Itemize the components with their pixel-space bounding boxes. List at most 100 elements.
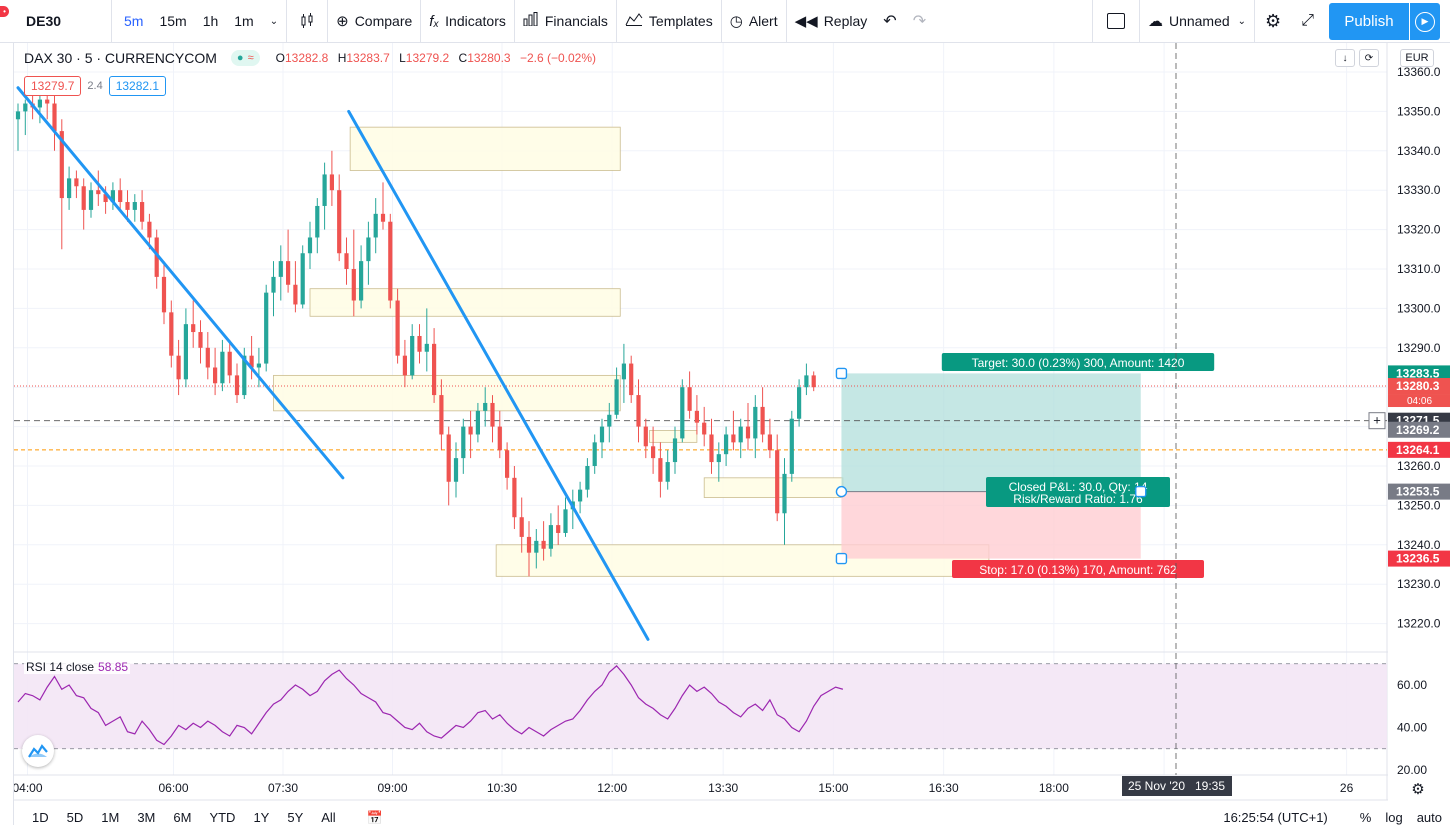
candle-body	[154, 237, 159, 277]
interval-dropdown-chevron-icon[interactable]: ⌄	[269, 15, 279, 27]
timezone-clock[interactable]: 16:25:54 (UTC+1)	[1223, 810, 1328, 825]
candle-body	[74, 178, 79, 187]
trendlines[interactable]	[16, 86, 650, 641]
rsi-legend[interactable]: RSI 14 close 58.85	[24, 660, 131, 674]
replay-button[interactable]: ◀◀ Replay	[794, 13, 868, 30]
candle-body	[636, 395, 641, 427]
indicators-button[interactable]: fₓ Indicators	[429, 12, 506, 30]
candle-body	[753, 406, 758, 439]
notification-badge[interactable]: •	[0, 6, 9, 17]
range-1m-button[interactable]: 1M	[101, 810, 120, 825]
rsi-tick-label: 20.00	[1397, 763, 1427, 777]
financials-button[interactable]: Financials	[515, 0, 616, 43]
templates-button[interactable]: Templates	[617, 0, 721, 43]
scroll-down-arrow-icon[interactable]: ↓	[1335, 49, 1355, 67]
range-5d-button[interactable]: 5D	[66, 810, 84, 825]
series-legend[interactable]: DAX 30 · 5 · CURRENCYCOM ● ≈ O13282.8 H13…	[24, 50, 602, 66]
interval-1h-button[interactable]: 1h	[202, 13, 219, 29]
position-handle	[835, 367, 848, 380]
price-axis-marker-text: 13264.1	[1396, 443, 1440, 457]
layout-name-button[interactable]: ☁ Unnamed ⌄	[1147, 13, 1247, 30]
auto-scale-icon[interactable]: ⟳	[1359, 49, 1379, 67]
candle-body	[461, 426, 466, 459]
rsi-tick-label: 60.00	[1397, 678, 1427, 692]
candle-body	[198, 332, 203, 348]
candle-body	[621, 363, 626, 380]
candle-body	[519, 517, 524, 537]
time-tick-label: 12:00	[597, 781, 627, 795]
candle-body	[789, 418, 794, 474]
stop-label: Stop: 17.0 (0.13%) 170, Amount: 762	[952, 560, 1204, 578]
price-axis-marker-text: 13236.5	[1396, 552, 1440, 566]
candle-body	[183, 324, 188, 380]
candle-body	[176, 355, 181, 380]
candle-body	[614, 379, 619, 415]
range-all-button[interactable]: All	[321, 810, 336, 825]
bottom-right-controls: 16:25:54 (UTC+1) % log auto	[1223, 810, 1450, 825]
time-axis[interactable]: 04:00 06:00 07:30 09:00 10:30 12:00 13:30 15:00…	[12, 776, 1425, 798]
interval-1m-button[interactable]: 1m	[234, 13, 254, 29]
publish-button[interactable]: Publish	[1329, 3, 1409, 40]
range-6m-button[interactable]: 6M	[173, 810, 192, 825]
price-axis-marker	[1388, 365, 1450, 382]
candle-body	[293, 284, 298, 305]
alert-button[interactable]: ◷ Alert	[729, 13, 778, 30]
range-ytd-button[interactable]: YTD	[209, 810, 236, 825]
range-3m-button[interactable]: 3M	[137, 810, 156, 825]
date-range-bar: 1D 5D 1M 3M 6M YTD 1Y 5Y All 📅	[14, 810, 1450, 825]
candle-body	[432, 343, 437, 396]
left-drawing-strip	[0, 43, 14, 825]
publish-options-button[interactable]: ▶	[1410, 3, 1440, 40]
candle-body	[161, 276, 167, 313]
tradingview-logo-icon[interactable]	[22, 735, 54, 767]
time-tick-label: 15:00	[818, 781, 848, 795]
position-handle	[835, 552, 848, 565]
log-scale-toggle[interactable]: log	[1385, 810, 1403, 825]
target-label: Target: 30.0 (0.23%) 300, Amount: 1420	[941, 353, 1215, 371]
bid-price-badge[interactable]: 13279.7	[24, 76, 82, 96]
layout-select-icon[interactable]	[1093, 0, 1139, 43]
auto-scale-toggle[interactable]: auto	[1416, 810, 1442, 825]
fullscreen-icon[interactable]: ⤢	[1301, 12, 1314, 29]
candle-body	[118, 190, 123, 203]
range-5y-button[interactable]: 5Y	[287, 810, 304, 825]
interval-15m-button[interactable]: 15m	[159, 13, 187, 29]
settings-gear-icon[interactable]: ⚙	[1265, 10, 1282, 31]
symbol-search-button[interactable]: DE30	[0, 0, 112, 43]
axis-top-controls: ↓ ⟳	[1335, 49, 1379, 67]
bar-chart-icon	[523, 12, 539, 30]
axis-settings-gear-icon: ⚙	[1411, 781, 1424, 798]
target-label-text: Target: 30.0 (0.23%) 300, Amount: 1420	[972, 356, 1185, 370]
time-tick-label: 10:30	[487, 781, 517, 795]
range-1d-button[interactable]: 1D	[32, 810, 49, 825]
candle-body	[760, 406, 765, 435]
long-position-tool[interactable]	[841, 373, 1141, 559]
legend-symbol-title: DAX 30 · 5 · CURRENCYCOM	[24, 50, 217, 66]
demand-supply-zones[interactable]	[273, 126, 990, 577]
candle-body	[140, 202, 145, 222]
price-axis-marker-text: 13280.3	[1396, 379, 1440, 393]
interval-5m-button[interactable]: 5m	[124, 13, 144, 29]
time-tick-label: 18:00	[1039, 781, 1069, 795]
goto-date-calendar-icon[interactable]: 📅	[366, 809, 383, 825]
price-axis[interactable]: 13360.0 13350.0 13340.0 13330.0 13320.0 13310…	[1388, 44, 1450, 801]
ask-price-badge[interactable]: 13282.1	[108, 76, 167, 96]
redo-icon[interactable]: ↷	[912, 13, 927, 30]
bid-ask-badges[interactable]: 13279.7 2.4 13282.1	[24, 76, 167, 96]
price-axis-marker-text: 13269.2	[1396, 423, 1440, 437]
chart-type-candles-icon[interactable]	[287, 0, 327, 43]
compare-button[interactable]: ⊕ Compare	[336, 13, 413, 30]
candle-body	[599, 426, 605, 443]
candle-body	[52, 103, 57, 132]
undo-icon[interactable]: ↶	[883, 13, 897, 30]
candle-body	[344, 253, 349, 269]
candle-body	[242, 355, 247, 396]
market-status-pill[interactable]: ● ≈	[230, 50, 260, 66]
rsi-series	[14, 663, 1387, 750]
currency-button[interactable]: EUR	[1400, 49, 1434, 67]
range-1y-button[interactable]: 1Y	[253, 810, 270, 825]
candle-body	[395, 300, 400, 356]
percent-scale-toggle[interactable]: %	[1359, 810, 1372, 825]
